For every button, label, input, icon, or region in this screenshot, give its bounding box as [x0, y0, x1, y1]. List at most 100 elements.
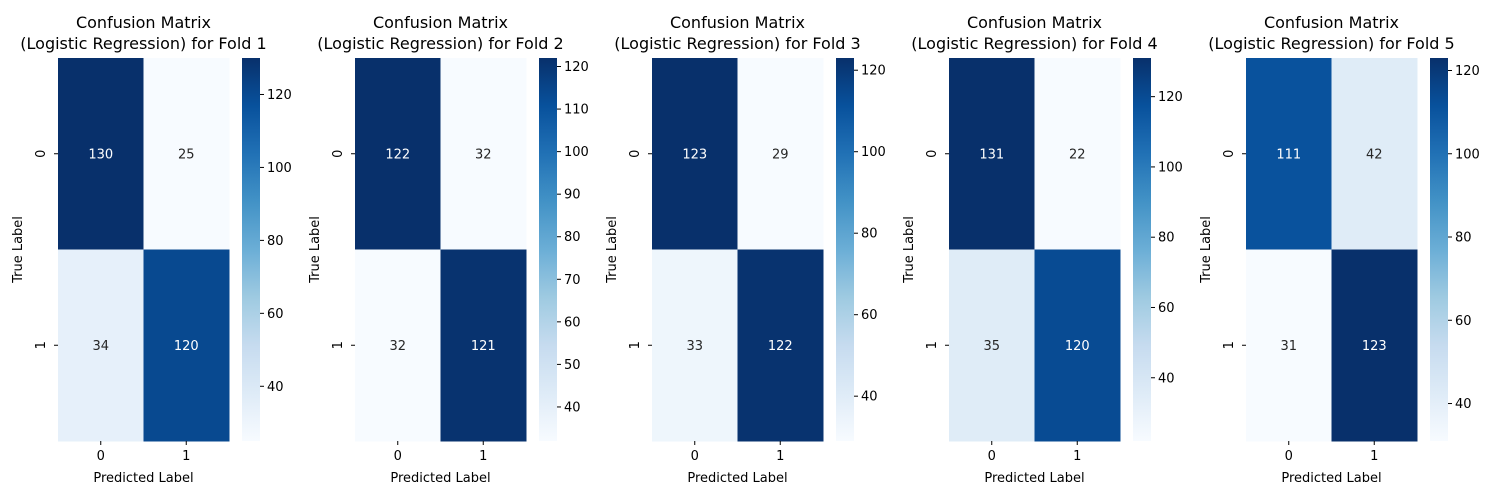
heatmap-cell-1-0	[355, 249, 441, 442]
x-axis-label: Predicted Label	[1281, 471, 1381, 486]
cell-value-label-1-1: 120	[174, 339, 199, 354]
y-tick-label-1: 1	[331, 341, 346, 349]
y-axis-label: True Label	[308, 216, 323, 284]
y-tick-label-1: 1	[628, 341, 643, 349]
heatmap-cell-0-0	[1246, 58, 1332, 250]
heatmap-cell-0-0	[58, 58, 144, 250]
colorbar-tick-label-3: 70	[564, 273, 581, 288]
heatmap-cell-1-0	[58, 249, 144, 442]
colorbar-tick-label-1: 60	[1455, 314, 1472, 329]
colorbar	[242, 58, 260, 441]
colorbar-tick-label-6: 100	[564, 145, 589, 160]
x-tick-label-0: 0	[1285, 449, 1293, 464]
heatmap-cell-0-0	[652, 58, 738, 250]
heatmap-cell-0-0	[949, 58, 1035, 250]
chart-title-line1: Confusion Matrix	[1264, 13, 1399, 32]
colorbar-tick-label-2: 80	[267, 234, 284, 249]
confusion-matrix-panel-5: Confusion Matrix (Logistic Regression) fo…	[1199, 13, 1480, 486]
colorbar	[539, 58, 557, 441]
colorbar-tick-label-0: 40	[861, 390, 878, 405]
cell-value-label-0-0: 130	[88, 147, 113, 162]
colorbar-tick-label-7: 110	[564, 103, 589, 118]
chart-title-line1: Confusion Matrix	[670, 13, 805, 32]
cell-value-label-0-0: 122	[385, 147, 410, 162]
colorbar-tick-label-5: 90	[564, 188, 581, 203]
cell-value-label-1-1: 120	[1065, 339, 1090, 354]
x-tick-label-1: 1	[182, 449, 190, 464]
chart-title-line2: (Logistic Regression) for Fold 3	[614, 34, 860, 53]
colorbar-tick-label-0: 40	[267, 380, 284, 395]
chart-title-line1: Confusion Matrix	[76, 13, 211, 32]
y-tick-label-0: 0	[1222, 150, 1237, 158]
heatmap-cell-1-0	[949, 249, 1035, 442]
heatmap-cell-0-1	[440, 58, 527, 250]
cell-value-label-1-0: 33	[686, 339, 703, 354]
cell-value-label-1-0: 31	[1280, 339, 1297, 354]
x-tick-label-0: 0	[691, 449, 699, 464]
y-tick-label-0: 0	[34, 150, 49, 158]
colorbar-tick-label-1: 50	[564, 358, 581, 373]
y-tick-label-1: 1	[1222, 341, 1237, 349]
colorbar-tick-label-2: 80	[1455, 231, 1472, 246]
y-axis-label: True Label	[11, 216, 26, 284]
x-tick-label-0: 0	[394, 449, 402, 464]
colorbar-tick-label-4: 120	[861, 64, 886, 79]
chart-title-line2: (Logistic Regression) for Fold 2	[317, 34, 563, 53]
colorbar-tick-label-2: 80	[1158, 231, 1175, 246]
y-tick-label-0: 0	[331, 150, 346, 158]
colorbar-tick-label-1: 60	[267, 307, 284, 322]
x-axis-label: Predicted Label	[984, 471, 1084, 486]
cell-value-label-0-1: 29	[772, 147, 789, 162]
chart-title-line2: (Logistic Regression) for Fold 1	[20, 34, 266, 53]
colorbar-tick-label-4: 120	[1158, 90, 1183, 105]
chart-title-line2: (Logistic Regression) for Fold 5	[1208, 34, 1454, 53]
chart-title-line1: Confusion Matrix	[967, 13, 1102, 32]
cell-value-label-1-1: 121	[471, 339, 496, 354]
colorbar-tick-label-1: 60	[861, 308, 878, 323]
x-tick-label-1: 1	[479, 449, 487, 464]
y-tick-label-1: 1	[34, 341, 49, 349]
cell-value-label-1-0: 32	[389, 339, 406, 354]
colorbar	[1133, 58, 1151, 441]
colorbar-tick-label-3: 100	[1158, 160, 1183, 175]
heatmap-cell-1-0	[1246, 249, 1332, 442]
x-tick-label-0: 0	[97, 449, 105, 464]
cell-value-label-0-1: 25	[178, 147, 195, 162]
heatmap-cell-1-1	[440, 249, 527, 442]
colorbar-tick-label-0: 40	[1455, 397, 1472, 412]
colorbar-tick-label-3: 100	[1455, 147, 1480, 162]
cell-value-label-0-0: 123	[682, 147, 707, 162]
x-axis-label: Predicted Label	[687, 471, 787, 486]
confusion-matrix-panel-2: Confusion Matrix (Logistic Regression) fo…	[308, 13, 589, 486]
heatmap-cell-0-0	[355, 58, 441, 250]
heatmap-cell-1-1	[1331, 249, 1418, 442]
cell-value-label-1-0: 34	[92, 339, 109, 354]
x-tick-label-1: 1	[776, 449, 784, 464]
y-tick-label-1: 1	[925, 341, 940, 349]
colorbar-tick-label-4: 120	[267, 88, 292, 103]
colorbar-tick-label-3: 100	[861, 145, 886, 160]
cell-value-label-0-0: 111	[1276, 147, 1301, 162]
colorbar-tick-label-2: 60	[564, 315, 581, 330]
heatmap-cell-1-0	[652, 249, 738, 442]
chart-title-line1: Confusion Matrix	[373, 13, 508, 32]
chart-title-line2: (Logistic Regression) for Fold 4	[911, 34, 1157, 53]
y-axis-label: True Label	[902, 216, 917, 284]
colorbar-tick-label-8: 120	[564, 60, 589, 75]
cell-value-label-0-1: 32	[475, 147, 492, 162]
colorbar-tick-label-2: 80	[861, 227, 878, 242]
colorbar-tick-label-4: 120	[1455, 64, 1480, 79]
cell-value-label-0-0: 131	[979, 147, 1004, 162]
colorbar	[1430, 58, 1448, 441]
confusion-matrix-panel-1: Confusion Matrix (Logistic Regression) fo…	[11, 13, 292, 486]
cell-value-label-1-1: 123	[1362, 339, 1387, 354]
heatmap-cell-1-1	[1034, 249, 1121, 442]
colorbar-tick-label-0: 40	[564, 400, 581, 415]
confusion-matrix-panel-3: Confusion Matrix (Logistic Regression) fo…	[605, 13, 886, 486]
cell-value-label-0-1: 42	[1366, 147, 1383, 162]
colorbar	[836, 58, 854, 441]
heatmap-cell-1-1	[143, 249, 230, 442]
heatmap-cell-0-1	[1034, 58, 1121, 250]
cell-value-label-0-1: 22	[1069, 147, 1086, 162]
